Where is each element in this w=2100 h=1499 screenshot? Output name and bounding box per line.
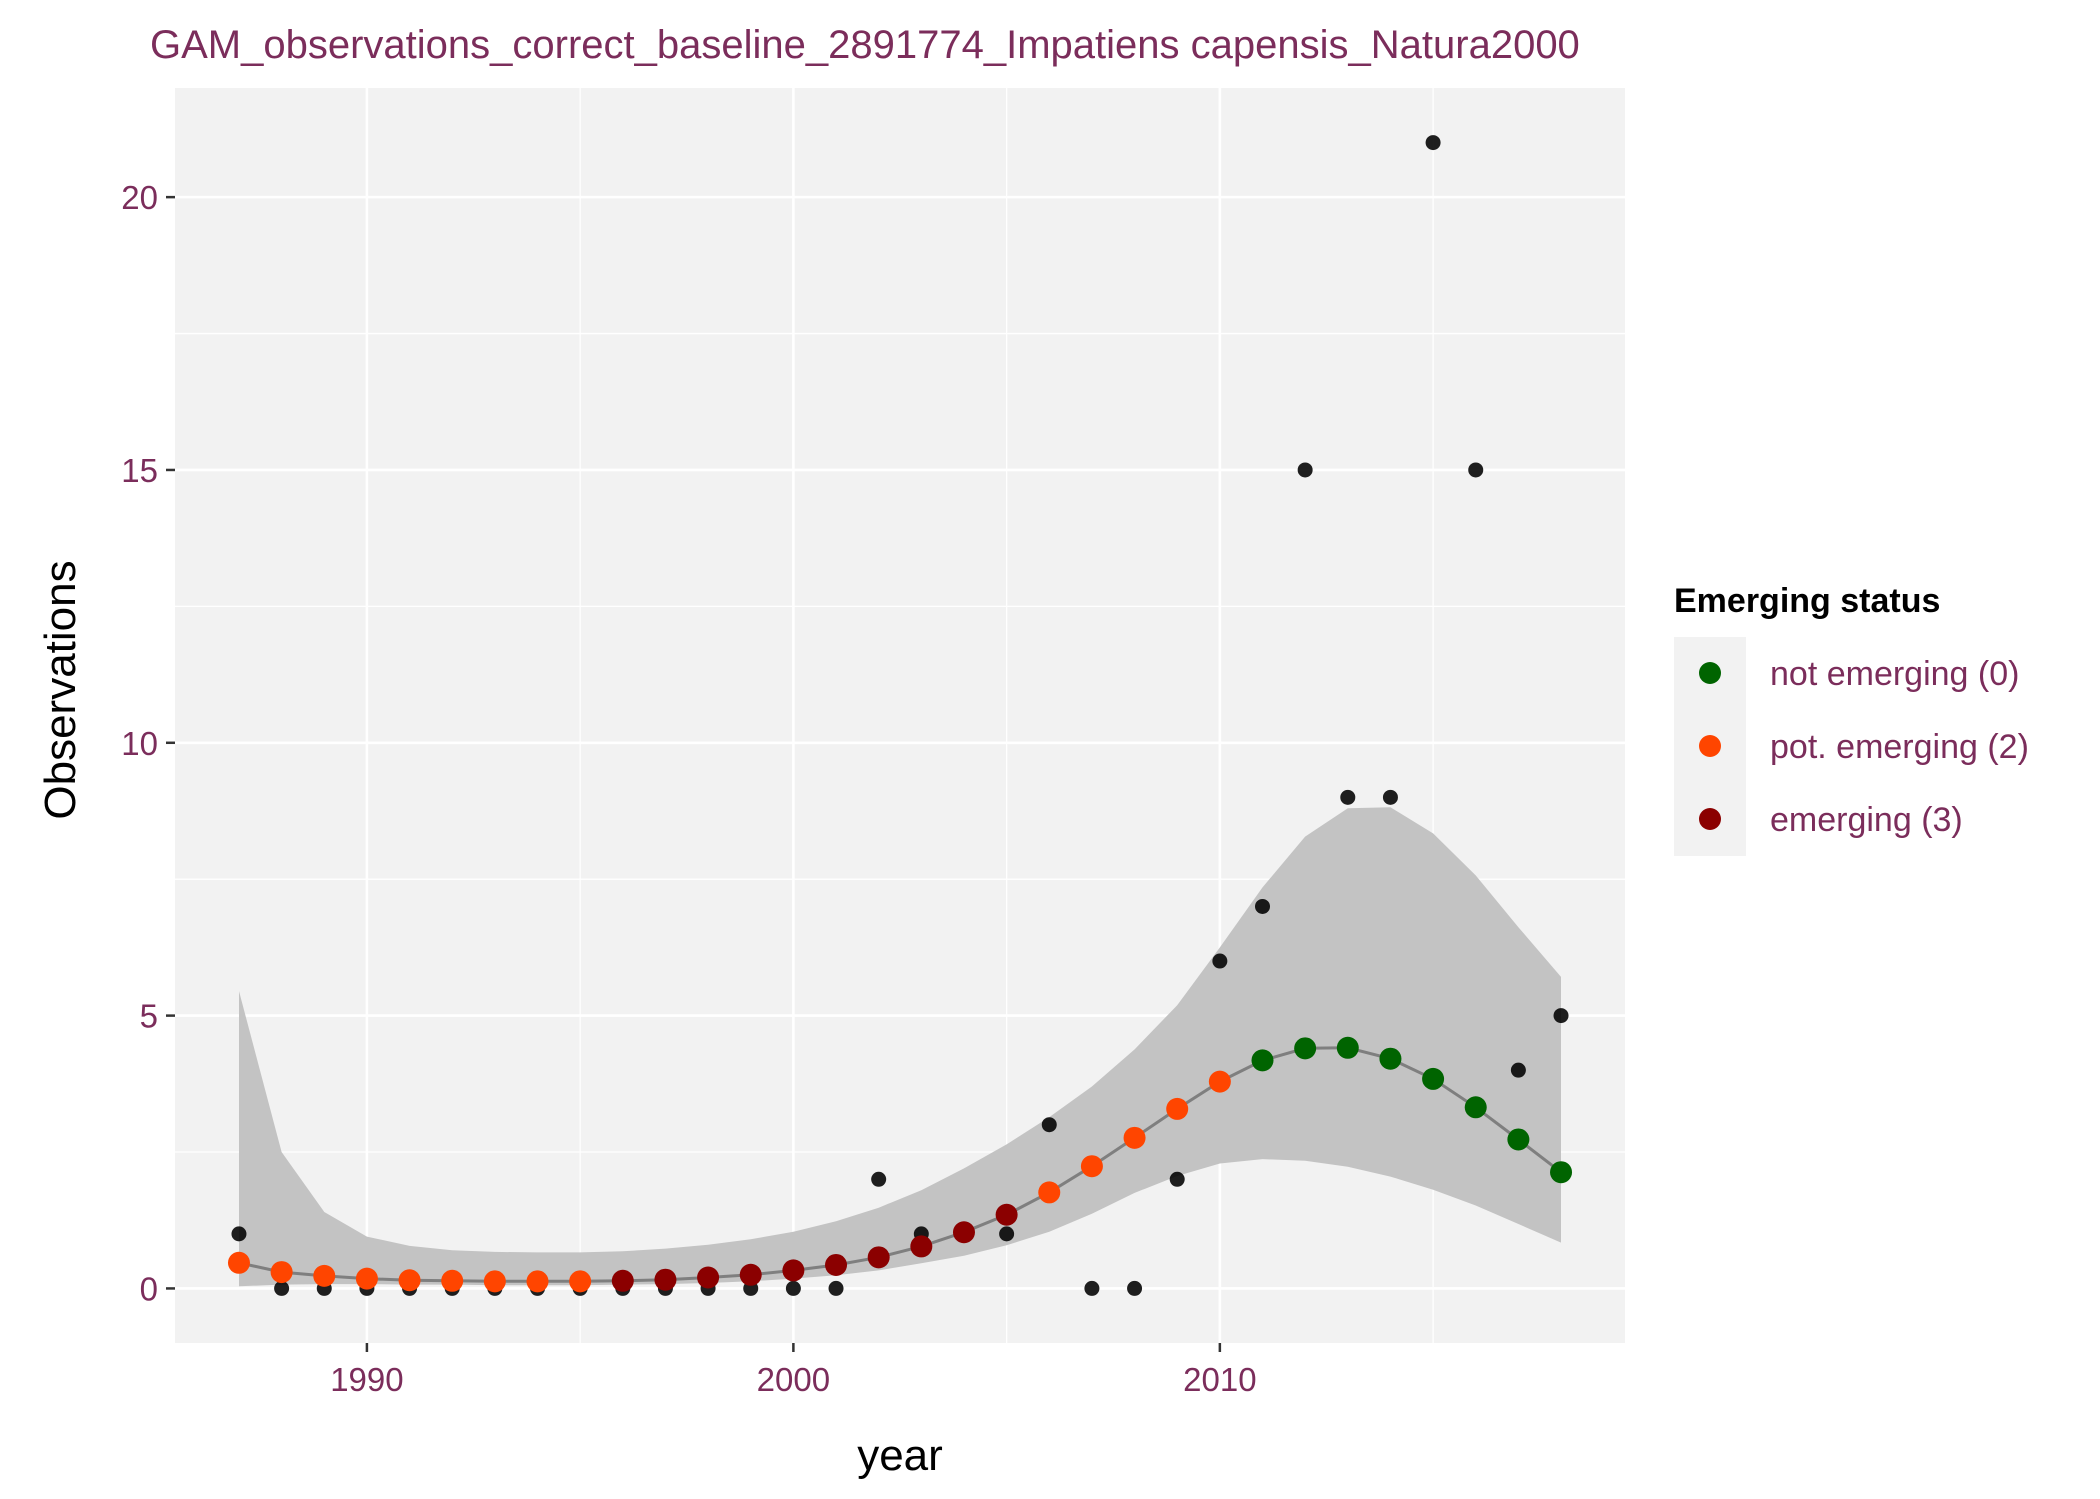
y-tick-label: 5 xyxy=(140,998,158,1035)
y-tick-label: 10 xyxy=(121,725,158,762)
fit-point xyxy=(1080,1155,1103,1178)
fit-point xyxy=(1251,1049,1274,1072)
observed-point xyxy=(1084,1280,1100,1296)
fit-point xyxy=(825,1253,848,1276)
x-tick-label: 2000 xyxy=(757,1361,830,1398)
fit-point xyxy=(526,1270,549,1293)
legend-key xyxy=(1699,735,1721,757)
fit-point xyxy=(1166,1097,1189,1120)
fit-point xyxy=(227,1251,250,1274)
observed-point xyxy=(785,1280,801,1296)
observed-point xyxy=(1297,462,1313,478)
legend-key xyxy=(1699,808,1721,830)
fit-point xyxy=(1038,1181,1061,1204)
fit-point xyxy=(654,1268,677,1291)
fit-point xyxy=(1464,1096,1487,1119)
observed-point xyxy=(1382,789,1398,805)
legend-title: Emerging status xyxy=(1674,582,1940,620)
x-tick-label: 1990 xyxy=(330,1361,403,1398)
fit-point xyxy=(611,1269,634,1292)
x-axis: 1990 2000 2010 xyxy=(330,1343,1257,1398)
fit-point xyxy=(569,1270,592,1293)
observed-point xyxy=(828,1280,844,1296)
fit-point xyxy=(270,1261,293,1284)
fit-point xyxy=(697,1266,720,1289)
fit-point xyxy=(1336,1036,1359,1059)
y-axis-title: Observations xyxy=(36,560,85,819)
fit-point xyxy=(1379,1047,1402,1070)
legend-key xyxy=(1699,662,1721,684)
grid-minor-lines xyxy=(175,88,1625,1343)
fit-point xyxy=(441,1269,464,1292)
chart-title: GAM_observations_correct_baseline_289177… xyxy=(150,23,1580,67)
fit-point xyxy=(782,1259,805,1282)
fit-points xyxy=(227,1036,1573,1293)
x-tick-label: 2010 xyxy=(1183,1361,1256,1398)
legend: Emerging status not emerging (0) pot. eme… xyxy=(1674,582,2029,856)
observed-point xyxy=(1041,1117,1057,1133)
fit-point xyxy=(398,1269,421,1292)
observed-point xyxy=(1169,1171,1185,1187)
fit-point xyxy=(1550,1161,1573,1184)
y-tick-label: 15 xyxy=(121,452,158,489)
fit-point xyxy=(355,1267,378,1290)
observed-point xyxy=(1255,898,1270,914)
fit-point xyxy=(1422,1067,1445,1090)
fit-point xyxy=(1208,1070,1231,1093)
observed-point xyxy=(1468,462,1484,478)
y-tick-label: 20 xyxy=(121,179,158,216)
fit-point xyxy=(313,1264,336,1287)
fit-point xyxy=(483,1270,506,1293)
legend-entries: not emerging (0) pot. emerging (2) emergin… xyxy=(1699,655,2029,839)
observed-point xyxy=(1127,1280,1143,1296)
observed-point xyxy=(1510,1062,1526,1078)
fit-point xyxy=(910,1235,933,1258)
fit-point xyxy=(867,1246,890,1269)
fit-point xyxy=(1507,1128,1530,1151)
x-axis-title: year xyxy=(857,1431,943,1480)
y-axis: 0 5 10 15 20 xyxy=(121,179,175,1307)
observed-point xyxy=(1212,953,1228,969)
fit-point xyxy=(995,1203,1018,1226)
legend-label: not emerging (0) xyxy=(1770,655,2019,693)
observed-point xyxy=(871,1171,887,1187)
observed-point xyxy=(999,1226,1015,1242)
legend-label: pot. emerging (2) xyxy=(1770,728,2029,766)
observed-point xyxy=(274,1280,290,1296)
fit-point xyxy=(1294,1037,1317,1060)
observed-point xyxy=(1553,1008,1569,1024)
observed-point xyxy=(1425,135,1441,151)
fit-point xyxy=(1123,1126,1146,1149)
y-tick-label: 0 xyxy=(140,1270,158,1307)
fit-point xyxy=(952,1221,975,1244)
fit-point xyxy=(739,1263,762,1286)
legend-label: emerging (3) xyxy=(1770,801,1963,839)
observed-point xyxy=(231,1226,247,1242)
observed-point xyxy=(1340,789,1356,805)
